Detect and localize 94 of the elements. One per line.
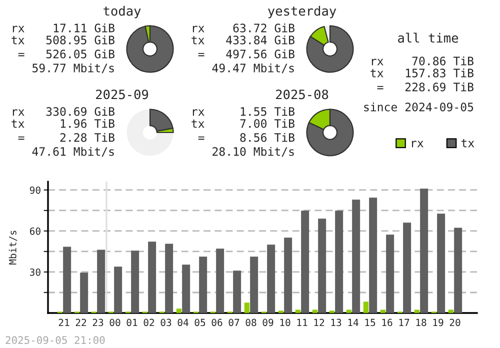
bar [403, 222, 412, 313]
bar [199, 256, 208, 313]
bar [97, 250, 106, 313]
text: rx 330.69 GiB [12, 106, 114, 116]
text: rx 1.55 TiB [192, 106, 294, 116]
bar [346, 310, 352, 313]
chart-title: yesterday [268, 6, 336, 18]
text: tx 433.84 GiB [192, 35, 294, 44]
x-tick-label: 13 [331, 318, 342, 326]
bar [80, 272, 88, 313]
x-tick-label: 07 [228, 318, 240, 326]
text: rx 63.72 GiB [192, 23, 294, 32]
x-tick-label: 02 [144, 318, 154, 326]
x-tick-label: 15 [365, 318, 376, 326]
bar [335, 210, 344, 313]
bar [420, 188, 428, 313]
chart-title: today [104, 6, 141, 18]
x-tick-label: 16 [382, 318, 392, 326]
x-tick-label: 20 [450, 318, 460, 326]
legend-label: tx [461, 139, 474, 148]
text: = 526.05 GiB [18, 49, 114, 58]
text: tx 1.96 TiB [12, 118, 114, 128]
text: 59.77 Mbit/s [32, 63, 114, 74]
x-tick-label: 22 [76, 318, 86, 326]
bar [131, 250, 140, 313]
x-tick-label: 19 [433, 318, 444, 326]
text: = 8.56 TiB [198, 132, 294, 142]
x-tick-label: 18 [416, 318, 426, 326]
bar [369, 198, 378, 313]
bar [363, 302, 368, 313]
text: 47.61 Mbit/s [32, 146, 114, 157]
text: rx 17.11 GiB [12, 23, 114, 32]
x-tick-label: 12 [314, 318, 324, 326]
bar [352, 200, 360, 313]
bar [233, 270, 242, 313]
x-tick-label: 11 [297, 318, 308, 326]
bar [312, 310, 318, 313]
x-tick-label: 03 [160, 318, 172, 326]
legend-label: rx [412, 140, 424, 148]
donut-slice [126, 25, 174, 73]
y-tick-label: 30 [30, 268, 40, 276]
x-tick-label: 08 [246, 318, 256, 326]
bar [318, 218, 326, 313]
x-tick-label: 23 [92, 318, 104, 326]
text: all time [398, 32, 458, 43]
y-axis-title: Mbit/s [8, 230, 18, 265]
x-tick-label: 06 [212, 318, 222, 326]
text: 49.47 Mbit/s [212, 63, 294, 74]
bar [148, 242, 156, 313]
bar [267, 244, 276, 313]
bar [250, 256, 258, 313]
y-tick-label: 60 [30, 227, 40, 235]
donut-slice [126, 109, 174, 156]
bar [386, 234, 394, 313]
bar [114, 266, 122, 313]
x-tick-label: 09 [262, 318, 274, 326]
text: 28.10 Mbit/s [212, 146, 294, 157]
bar [284, 238, 292, 313]
bar [454, 228, 462, 313]
x-tick-label: 21 [58, 318, 70, 326]
text: tx 157.83 TiB [370, 68, 474, 78]
bar [165, 244, 174, 313]
text: = 228.69 TiB [377, 82, 474, 92]
text: 2025-09-05 21:00 [6, 336, 105, 344]
bar [437, 214, 446, 313]
text: rx 70.86 TiB [372, 56, 474, 66]
bar [301, 210, 310, 313]
text: since 2024-09-05 [364, 102, 474, 112]
x-tick-label: 05 [194, 318, 206, 326]
chart-title: 2025-09 [96, 90, 148, 100]
bar [295, 310, 300, 313]
x-tick-label: 04 [178, 318, 188, 326]
bar [182, 264, 190, 313]
bar [244, 302, 250, 313]
donut-slice [306, 108, 354, 156]
x-tick-label: 10 [280, 318, 290, 326]
x-tick-label: 14 [348, 318, 358, 326]
text: tx 508.95 GiB [12, 35, 114, 44]
x-tick-label: 17 [399, 318, 410, 326]
donut-slice [149, 108, 174, 132]
bar [380, 310, 386, 313]
bar [216, 248, 224, 313]
donut-slice [306, 25, 354, 73]
text: tx 7.00 TiB [192, 118, 294, 128]
bar [448, 310, 454, 313]
bar [414, 310, 420, 313]
y-tick-label: 90 [30, 186, 40, 194]
x-tick-label: 01 [126, 318, 138, 326]
bar [63, 246, 72, 313]
text: = 2.28 TiB [18, 132, 114, 142]
text: = 497.56 GiB [198, 49, 294, 58]
x-tick-label: 00 [110, 318, 120, 326]
chart-title: 2025-08 [276, 90, 328, 100]
bar [176, 308, 182, 313]
